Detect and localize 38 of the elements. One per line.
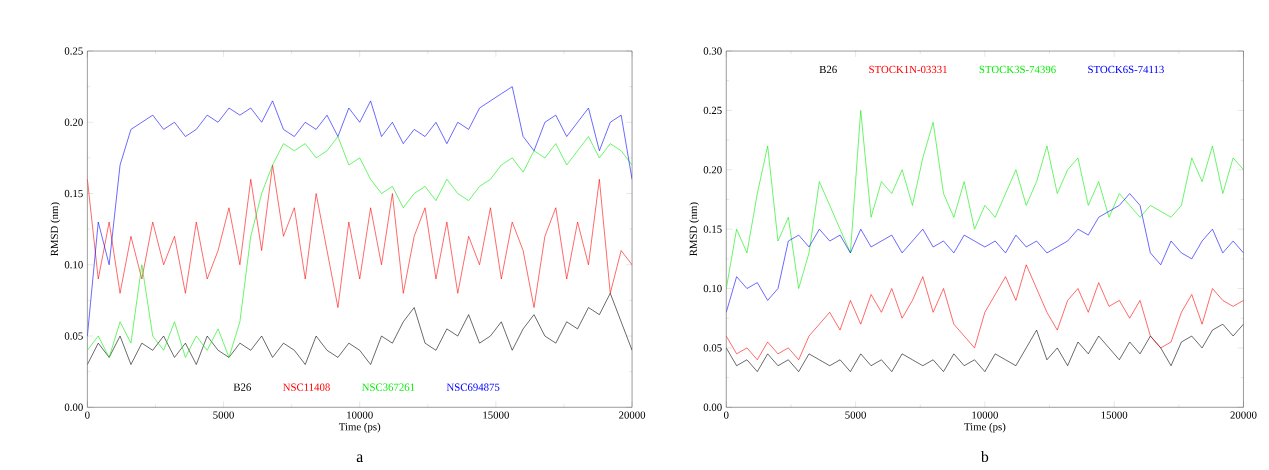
y-tick-label: 0.10 bbox=[703, 284, 722, 293]
y-axis-title: RMSD (nm) bbox=[689, 202, 700, 256]
y-tick-label: 0.00 bbox=[703, 403, 722, 411]
x-tick-label: 15000 bbox=[483, 411, 509, 419]
x-tick-label: 5000 bbox=[213, 411, 234, 419]
text: STOCK3S-74396 bbox=[979, 65, 1056, 74]
text: NSC694875 bbox=[446, 383, 500, 391]
x-tick-label: 20000 bbox=[1230, 411, 1257, 419]
y-axis-title: RMSD (nm) bbox=[50, 202, 61, 256]
x-axis-title: Time (ps) bbox=[964, 422, 1006, 433]
y-tick-label: 0.25 bbox=[703, 106, 722, 115]
x-tick-label: 20000 bbox=[619, 411, 646, 419]
x-tick-label: 10000 bbox=[347, 411, 373, 419]
y-tick-label: 0.25 bbox=[64, 47, 83, 55]
y-tick-label: 0.10 bbox=[64, 261, 83, 269]
text: B26 bbox=[819, 65, 837, 74]
y-tick-label: 0.15 bbox=[64, 189, 83, 198]
x-tick-label: 5000 bbox=[845, 411, 866, 419]
text: B26 bbox=[233, 383, 251, 391]
y-tick-label: 0.15 bbox=[703, 225, 722, 233]
text: STOCK1N-03331 bbox=[869, 65, 947, 74]
text: STOCK6S-74113 bbox=[1088, 65, 1164, 74]
x-tick-label: 0 bbox=[723, 411, 729, 419]
text: NSC367261 bbox=[361, 383, 415, 391]
x-tick-label: 0 bbox=[85, 411, 90, 419]
x-tick-label: 10000 bbox=[972, 411, 998, 419]
x-axis-title: Time (ps) bbox=[338, 422, 381, 433]
y-tick-label: 0.30 bbox=[703, 47, 722, 55]
y-tick-label: 0.05 bbox=[64, 332, 83, 340]
y-tick-label: 0.20 bbox=[64, 118, 83, 126]
text: b bbox=[980, 450, 989, 462]
y-tick-label: 0.00 bbox=[64, 403, 83, 411]
x-tick-label: 15000 bbox=[1101, 411, 1128, 419]
y-tick-label: 0.20 bbox=[703, 166, 722, 174]
line-series bbox=[87, 136, 633, 358]
text: a bbox=[356, 454, 363, 462]
y-tick-label: 0.05 bbox=[703, 344, 722, 352]
text: NSC11408 bbox=[283, 383, 330, 391]
